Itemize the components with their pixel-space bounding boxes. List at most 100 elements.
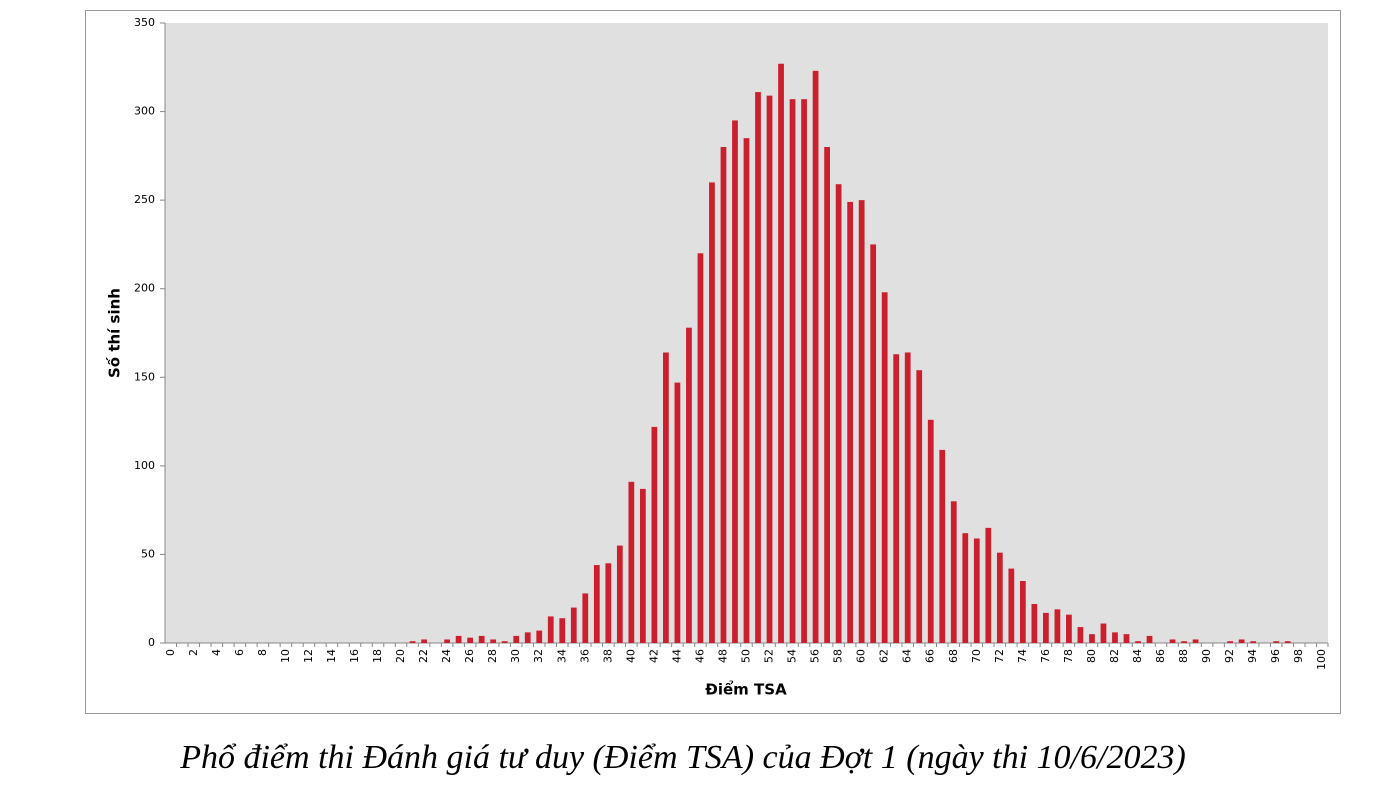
- x-tick-label: 70: [970, 649, 983, 663]
- bar: [697, 253, 704, 644]
- x-tick-label: 34: [555, 649, 568, 663]
- bar: [1284, 641, 1291, 643]
- bar: [605, 563, 612, 643]
- bar: [444, 639, 450, 643]
- bar: [835, 184, 842, 643]
- x-tick-label: 10: [279, 649, 292, 663]
- x-tick-label: 50: [740, 649, 753, 663]
- x-tick-label: 92: [1223, 649, 1236, 663]
- bar: [950, 501, 957, 643]
- bar: [1146, 635, 1153, 643]
- x-tick-label: 60: [855, 649, 868, 663]
- bar: [536, 630, 543, 643]
- x-tick-label: 24: [440, 649, 453, 663]
- x-tick-label: 42: [647, 649, 660, 663]
- bar: [686, 327, 692, 643]
- x-tick-label: 86: [1154, 649, 1167, 663]
- bar: [973, 538, 980, 643]
- bar: [501, 641, 508, 643]
- bar: [1054, 609, 1061, 643]
- bar: [570, 607, 577, 643]
- bar: [996, 552, 1003, 643]
- x-tick-label: 94: [1246, 649, 1259, 663]
- bar: [766, 95, 773, 644]
- x-tick-label: 52: [763, 649, 776, 663]
- x-tick-label: 12: [302, 649, 315, 663]
- bar: [639, 488, 646, 643]
- x-tick-label: 8: [256, 649, 269, 656]
- bar: [582, 593, 589, 643]
- bar: [467, 637, 474, 643]
- bar: [1250, 641, 1257, 643]
- y-axis-label: Số thí sinh: [105, 288, 124, 378]
- x-tick-label: 56: [809, 649, 822, 663]
- bar: [455, 635, 462, 643]
- x-tick-label: 28: [486, 649, 499, 663]
- x-tick-label: 90: [1200, 649, 1213, 663]
- x-tick-label: 88: [1177, 649, 1190, 663]
- x-tick-label: 36: [578, 649, 591, 663]
- bar: [490, 639, 497, 643]
- bar: [1031, 604, 1038, 643]
- y-tick-label: 350: [134, 16, 155, 29]
- bar: [1123, 634, 1130, 643]
- x-tick-label: 100: [1315, 649, 1328, 670]
- x-tick-label: 78: [1062, 649, 1075, 663]
- bar: [593, 565, 600, 643]
- bar: [421, 639, 427, 643]
- bar: [1135, 641, 1141, 643]
- x-tick-label: 58: [832, 649, 845, 663]
- x-tick-label: 62: [878, 649, 891, 663]
- x-tick-label: 44: [670, 649, 683, 663]
- bar: [927, 419, 934, 643]
- bar: [1181, 641, 1187, 643]
- bar: [720, 147, 727, 643]
- bar: [559, 618, 566, 643]
- x-tick-label: 84: [1131, 649, 1144, 663]
- bar: [916, 370, 923, 643]
- bar: [1077, 627, 1084, 643]
- bar: [1112, 632, 1118, 643]
- bar: [732, 120, 738, 643]
- bar: [755, 92, 761, 644]
- bar: [478, 635, 485, 643]
- bar: [628, 481, 635, 643]
- x-tick-label: 96: [1269, 649, 1282, 663]
- caption: Phổ điểm thi Đánh giá tư duy (Điểm TSA) …: [179, 739, 1186, 776]
- bar: [962, 533, 969, 643]
- bar: [513, 635, 520, 643]
- bar: [743, 138, 750, 643]
- bar: [904, 352, 911, 643]
- x-tick-label: 22: [417, 649, 430, 663]
- bar: [674, 382, 681, 643]
- y-tick-label: 100: [134, 459, 155, 472]
- y-tick-label: 250: [134, 193, 155, 206]
- bar: [1169, 639, 1176, 643]
- x-tick-label: 48: [716, 649, 729, 663]
- x-tick-label: 98: [1292, 649, 1305, 663]
- bar: [858, 200, 865, 643]
- bar: [1043, 612, 1049, 643]
- x-axis-label: Điểm TSA: [705, 680, 787, 699]
- x-tick-label: 30: [509, 649, 522, 663]
- bar: [616, 545, 623, 643]
- bar: [870, 244, 877, 643]
- x-tick-label: 64: [901, 649, 914, 663]
- bar: [801, 99, 807, 643]
- x-tick-label: 40: [624, 649, 637, 663]
- bar: [824, 147, 830, 643]
- bar: [893, 354, 900, 643]
- bar: [1100, 623, 1107, 643]
- x-tick-label: 38: [601, 649, 614, 663]
- x-tick-label: 54: [786, 649, 799, 663]
- x-tick-label: 20: [394, 649, 407, 663]
- x-tick-label: 82: [1108, 649, 1121, 663]
- bar: [1008, 568, 1015, 643]
- bar: [651, 426, 658, 643]
- x-tick-label: 4: [210, 649, 223, 656]
- bar: [985, 527, 992, 643]
- y-tick-label: 150: [134, 370, 155, 383]
- bar: [939, 449, 946, 643]
